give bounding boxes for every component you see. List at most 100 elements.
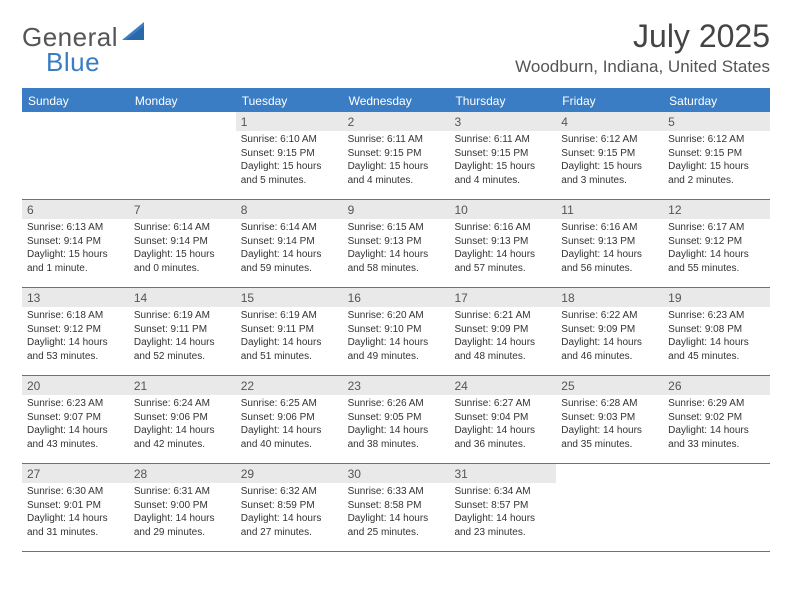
logo-text-blue: Blue bbox=[46, 47, 100, 78]
day-number: 25 bbox=[556, 376, 663, 395]
sunset-text: Sunset: 9:15 PM bbox=[668, 147, 765, 161]
day-cell: 7Sunrise: 6:14 AMSunset: 9:14 PMDaylight… bbox=[129, 200, 236, 287]
day-number: 3 bbox=[449, 112, 556, 131]
sunset-text: Sunset: 9:06 PM bbox=[241, 411, 338, 425]
day-number: 2 bbox=[343, 112, 450, 131]
logo-sail-icon bbox=[122, 22, 144, 45]
daylight-text: Daylight: 15 hours and 5 minutes. bbox=[241, 160, 338, 187]
day-number: 6 bbox=[22, 200, 129, 219]
sunrise-text: Sunrise: 6:28 AM bbox=[561, 397, 658, 411]
sunrise-text: Sunrise: 6:13 AM bbox=[27, 221, 124, 235]
sunrise-text: Sunrise: 6:11 AM bbox=[348, 133, 445, 147]
sunrise-text: Sunrise: 6:26 AM bbox=[348, 397, 445, 411]
daylight-text: Daylight: 15 hours and 1 minute. bbox=[27, 248, 124, 275]
sunset-text: Sunset: 8:58 PM bbox=[348, 499, 445, 513]
day-header: Saturday bbox=[663, 90, 770, 112]
sunset-text: Sunset: 9:03 PM bbox=[561, 411, 658, 425]
day-cell: 4 Sunrise: 6:12 AMSunset: 9:15 PMDaylight… bbox=[556, 112, 663, 199]
sunset-text: Sunset: 9:04 PM bbox=[454, 411, 551, 425]
daylight-text: Daylight: 14 hours and 53 minutes. bbox=[27, 336, 124, 363]
day-cell: 13Sunrise: 6:18 AMSunset: 9:12 PMDayligh… bbox=[22, 288, 129, 375]
sunrise-text: Sunrise: 6:19 AM bbox=[241, 309, 338, 323]
sunrise-text: Sunrise: 6:32 AM bbox=[241, 485, 338, 499]
sunrise-text: Sunrise: 6:24 AM bbox=[134, 397, 231, 411]
sunrise-text: Sunrise: 6:27 AM bbox=[454, 397, 551, 411]
day-header: Monday bbox=[129, 90, 236, 112]
daylight-text: Daylight: 14 hours and 38 minutes. bbox=[348, 424, 445, 451]
day-cell: 27Sunrise: 6:30 AMSunset: 9:01 PMDayligh… bbox=[22, 464, 129, 551]
daylight-text: Daylight: 14 hours and 42 minutes. bbox=[134, 424, 231, 451]
week-row: 27Sunrise: 6:30 AMSunset: 9:01 PMDayligh… bbox=[22, 464, 770, 552]
daylight-text: Daylight: 14 hours and 58 minutes. bbox=[348, 248, 445, 275]
sunset-text: Sunset: 9:08 PM bbox=[668, 323, 765, 337]
day-cell: 28Sunrise: 6:31 AMSunset: 9:00 PMDayligh… bbox=[129, 464, 236, 551]
sunset-text: Sunset: 9:12 PM bbox=[27, 323, 124, 337]
sunset-text: Sunset: 9:06 PM bbox=[134, 411, 231, 425]
sunset-text: Sunset: 9:15 PM bbox=[241, 147, 338, 161]
sunrise-text: Sunrise: 6:29 AM bbox=[668, 397, 765, 411]
sunrise-text: Sunrise: 6:18 AM bbox=[27, 309, 124, 323]
daylight-text: Daylight: 14 hours and 56 minutes. bbox=[561, 248, 658, 275]
day-cell: 22Sunrise: 6:25 AMSunset: 9:06 PMDayligh… bbox=[236, 376, 343, 463]
day-cell: 21 Sunrise: 6:24 AMSunset: 9:06 PMDayligh… bbox=[129, 376, 236, 463]
sunrise-text: Sunrise: 6:16 AM bbox=[454, 221, 551, 235]
day-cell: 30Sunrise: 6:33 AMSunset: 8:58 PMDayligh… bbox=[343, 464, 450, 551]
sunset-text: Sunset: 9:12 PM bbox=[668, 235, 765, 249]
sunrise-text: Sunrise: 6:25 AM bbox=[241, 397, 338, 411]
sunset-text: Sunset: 8:57 PM bbox=[454, 499, 551, 513]
day-cell bbox=[556, 464, 663, 551]
day-number: 21 bbox=[129, 376, 236, 395]
day-cell: 24Sunrise: 6:27 AMSunset: 9:04 PMDayligh… bbox=[449, 376, 556, 463]
day-number: 30 bbox=[343, 464, 450, 483]
day-number: 4 bbox=[556, 112, 663, 131]
day-number: 9 bbox=[343, 200, 450, 219]
sunrise-text: Sunrise: 6:14 AM bbox=[241, 221, 338, 235]
daylight-text: Daylight: 14 hours and 49 minutes. bbox=[348, 336, 445, 363]
day-number: 12 bbox=[663, 200, 770, 219]
sunset-text: Sunset: 8:59 PM bbox=[241, 499, 338, 513]
daylight-text: Daylight: 14 hours and 52 minutes. bbox=[134, 336, 231, 363]
sunset-text: Sunset: 9:05 PM bbox=[348, 411, 445, 425]
day-cell: 6Sunrise: 6:13 AMSunset: 9:14 PMDaylight… bbox=[22, 200, 129, 287]
daylight-text: Daylight: 15 hours and 3 minutes. bbox=[561, 160, 658, 187]
sunset-text: Sunset: 9:11 PM bbox=[241, 323, 338, 337]
day-header: Thursday bbox=[449, 90, 556, 112]
day-cell: 14Sunrise: 6:19 AMSunset: 9:11 PMDayligh… bbox=[129, 288, 236, 375]
location: Woodburn, Indiana, United States bbox=[515, 57, 770, 77]
day-number: 20 bbox=[22, 376, 129, 395]
day-cell: 11Sunrise: 6:16 AMSunset: 9:13 PMDayligh… bbox=[556, 200, 663, 287]
day-number: 31 bbox=[449, 464, 556, 483]
daylight-text: Daylight: 14 hours and 59 minutes. bbox=[241, 248, 338, 275]
day-number: 8 bbox=[236, 200, 343, 219]
daylight-text: Daylight: 15 hours and 4 minutes. bbox=[454, 160, 551, 187]
sunset-text: Sunset: 9:13 PM bbox=[454, 235, 551, 249]
daylight-text: Daylight: 14 hours and 31 minutes. bbox=[27, 512, 124, 539]
sunset-text: Sunset: 9:14 PM bbox=[134, 235, 231, 249]
day-cell: 1Sunrise: 6:10 AMSunset: 9:15 PMDaylight… bbox=[236, 112, 343, 199]
sunrise-text: Sunrise: 6:17 AM bbox=[668, 221, 765, 235]
day-cell: 19Sunrise: 6:23 AMSunset: 9:08 PMDayligh… bbox=[663, 288, 770, 375]
day-cell: 31Sunrise: 6:34 AMSunset: 8:57 PMDayligh… bbox=[449, 464, 556, 551]
daylight-text: Daylight: 14 hours and 27 minutes. bbox=[241, 512, 338, 539]
day-number: 11 bbox=[556, 200, 663, 219]
title-block: July 2025 Woodburn, Indiana, United Stat… bbox=[515, 18, 770, 77]
sunrise-text: Sunrise: 6:12 AM bbox=[561, 133, 658, 147]
day-number: 5 bbox=[663, 112, 770, 131]
daylight-text: Daylight: 14 hours and 23 minutes. bbox=[454, 512, 551, 539]
sunrise-text: Sunrise: 6:33 AM bbox=[348, 485, 445, 499]
sunrise-text: Sunrise: 6:11 AM bbox=[454, 133, 551, 147]
sunrise-text: Sunrise: 6:20 AM bbox=[348, 309, 445, 323]
sunset-text: Sunset: 9:10 PM bbox=[348, 323, 445, 337]
sunrise-text: Sunrise: 6:23 AM bbox=[27, 397, 124, 411]
sunrise-text: Sunrise: 6:12 AM bbox=[668, 133, 765, 147]
daylight-text: Daylight: 14 hours and 43 minutes. bbox=[27, 424, 124, 451]
daylight-text: Daylight: 14 hours and 29 minutes. bbox=[134, 512, 231, 539]
sunset-text: Sunset: 9:02 PM bbox=[668, 411, 765, 425]
day-number: 10 bbox=[449, 200, 556, 219]
calendar: SundayMondayTuesdayWednesdayThursdayFrid… bbox=[22, 88, 770, 552]
day-cell: 18Sunrise: 6:22 AMSunset: 9:09 PMDayligh… bbox=[556, 288, 663, 375]
sunset-text: Sunset: 9:01 PM bbox=[27, 499, 124, 513]
day-cell: 10Sunrise: 6:16 AMSunset: 9:13 PMDayligh… bbox=[449, 200, 556, 287]
daylight-text: Daylight: 15 hours and 2 minutes. bbox=[668, 160, 765, 187]
sunset-text: Sunset: 9:15 PM bbox=[561, 147, 658, 161]
